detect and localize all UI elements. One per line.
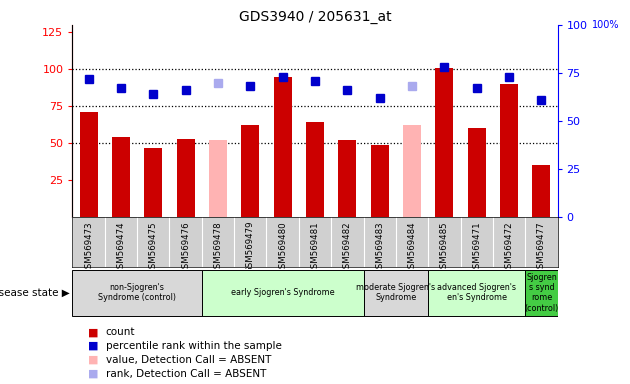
Text: non-Sjogren's
Syndrome (control): non-Sjogren's Syndrome (control) bbox=[98, 283, 176, 303]
Bar bbox=[338, 140, 356, 217]
Bar bbox=[80, 112, 98, 217]
Bar bbox=[72, 270, 202, 316]
Text: GSM569478: GSM569478 bbox=[214, 221, 222, 273]
Bar bbox=[209, 140, 227, 217]
Text: GSM569480: GSM569480 bbox=[278, 221, 287, 273]
Bar bbox=[468, 128, 486, 217]
Text: GSM569482: GSM569482 bbox=[343, 221, 352, 273]
Text: ■: ■ bbox=[88, 341, 99, 351]
Text: count: count bbox=[106, 327, 135, 337]
Text: ■: ■ bbox=[88, 327, 99, 337]
Text: percentile rank within the sample: percentile rank within the sample bbox=[106, 341, 282, 351]
Bar bbox=[177, 139, 195, 217]
Text: GSM569477: GSM569477 bbox=[537, 221, 546, 273]
Bar bbox=[371, 145, 389, 217]
Text: early Sjogren's Syndrome: early Sjogren's Syndrome bbox=[231, 288, 335, 297]
Text: rank, Detection Call = ABSENT: rank, Detection Call = ABSENT bbox=[106, 369, 266, 379]
Text: GSM569471: GSM569471 bbox=[472, 221, 481, 273]
Text: GSM569485: GSM569485 bbox=[440, 221, 449, 273]
Text: GSM569484: GSM569484 bbox=[408, 221, 416, 273]
Bar bbox=[403, 126, 421, 217]
Bar bbox=[274, 77, 292, 217]
Text: GSM569474: GSM569474 bbox=[117, 221, 125, 273]
Text: GSM569475: GSM569475 bbox=[149, 221, 158, 273]
Text: GSM569483: GSM569483 bbox=[375, 221, 384, 273]
Bar bbox=[241, 126, 259, 217]
Bar bbox=[202, 270, 364, 316]
Text: GSM569473: GSM569473 bbox=[84, 221, 93, 273]
Text: 100%: 100% bbox=[592, 20, 619, 30]
Bar bbox=[525, 270, 558, 316]
Bar bbox=[364, 270, 428, 316]
Bar bbox=[435, 68, 453, 217]
Bar bbox=[428, 270, 525, 316]
Text: value, Detection Call = ABSENT: value, Detection Call = ABSENT bbox=[106, 355, 272, 365]
Text: GSM569472: GSM569472 bbox=[505, 221, 513, 273]
Bar bbox=[144, 147, 162, 217]
Bar bbox=[112, 137, 130, 217]
Text: ■: ■ bbox=[88, 355, 99, 365]
Title: GDS3940 / 205631_at: GDS3940 / 205631_at bbox=[239, 10, 391, 24]
Text: ■: ■ bbox=[88, 369, 99, 379]
Text: disease state ▶: disease state ▶ bbox=[0, 288, 69, 298]
Text: Sjogren
s synd
rome
(control): Sjogren s synd rome (control) bbox=[524, 273, 559, 313]
Bar bbox=[500, 84, 518, 217]
Text: moderate Sjogren's
Syndrome: moderate Sjogren's Syndrome bbox=[357, 283, 435, 303]
Text: GSM569481: GSM569481 bbox=[311, 221, 319, 273]
Bar bbox=[306, 122, 324, 217]
Bar bbox=[532, 165, 550, 217]
Text: advanced Sjogren's
en's Syndrome: advanced Sjogren's en's Syndrome bbox=[437, 283, 516, 303]
Text: GSM569476: GSM569476 bbox=[181, 221, 190, 273]
Text: GSM569479: GSM569479 bbox=[246, 221, 255, 273]
